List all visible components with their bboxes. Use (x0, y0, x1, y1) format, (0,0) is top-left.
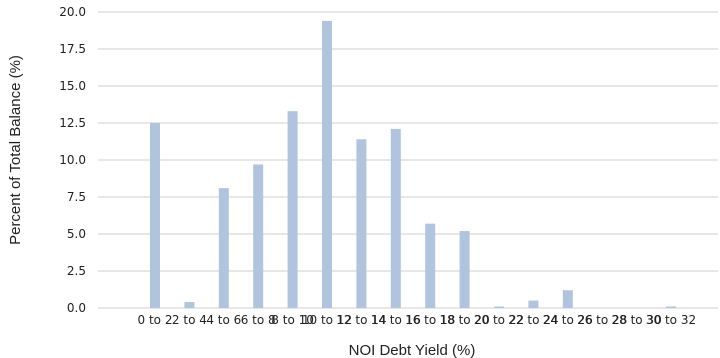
x-tick-label: 28 to 30 (611, 313, 661, 327)
y-tick-label: 20.0 (59, 5, 86, 19)
bar (184, 302, 195, 308)
y-axis-label: Percent of Total Balance (%) (7, 55, 24, 245)
y-tick-labels: 0.0 2.5 5.0 7.5 10.0 12.5 15.0 17.5 20.0 (59, 5, 86, 315)
x-tick-label: 30 to 32 (646, 313, 696, 327)
bar (425, 223, 436, 308)
bar (494, 306, 504, 308)
y-tick-label: 7.5 (67, 190, 86, 204)
x-tick-label: 16 to 18 (405, 313, 455, 327)
bar (150, 123, 160, 308)
y-tick-label: 15.0 (59, 79, 86, 93)
bar (528, 300, 539, 308)
y-tick-label: 12.5 (59, 116, 86, 130)
y-tick-label: 17.5 (59, 42, 86, 56)
x-tick-label: 0 to 2 (138, 313, 173, 327)
x-tick-label: 22 to 24 (508, 313, 558, 327)
bar (253, 164, 264, 308)
x-tick-label: 6 to 8 (241, 313, 276, 327)
bar (390, 128, 401, 308)
x-tick-label: 24 to 26 (543, 313, 593, 327)
bar (666, 306, 676, 308)
bar (287, 111, 298, 308)
gridlines (98, 11, 718, 309)
x-tick-label: 4 to 6 (206, 313, 241, 327)
bars (150, 20, 676, 308)
x-tick-label: 18 to 20 (439, 313, 489, 327)
x-tick-label: 10 to 12 (302, 313, 352, 327)
x-axis-label: NOI Debt Yield (%) (349, 342, 476, 358)
y-tick-label: 0.0 (67, 301, 86, 315)
x-tick-label: 8 to 10 (271, 313, 314, 327)
bar (459, 231, 470, 308)
x-tick-label: 26 to 28 (577, 313, 627, 327)
bar (562, 290, 573, 308)
x-tick-label: 12 to 14 (336, 313, 386, 327)
x-tick-label: 20 to 22 (474, 313, 524, 327)
y-tick-label: 2.5 (67, 264, 86, 278)
y-tick-label: 10.0 (59, 153, 86, 167)
x-tick-label: 14 to 16 (371, 313, 421, 327)
bar (356, 139, 367, 308)
bar (218, 188, 229, 308)
y-tick-label: 5.0 (67, 227, 86, 241)
x-tick-label: 2 to 4 (172, 313, 207, 327)
bar (322, 20, 332, 308)
